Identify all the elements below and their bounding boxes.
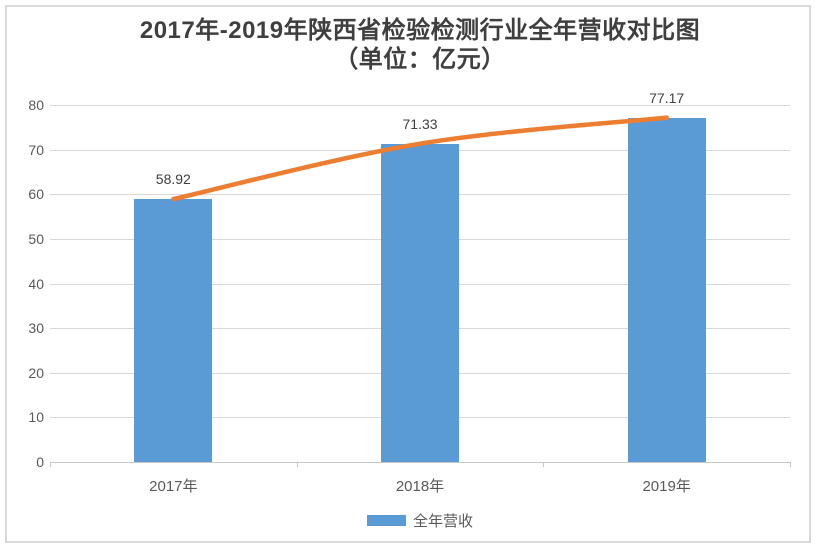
bar <box>381 143 459 462</box>
chart-title: 2017年-2019年陕西省检验检测行业全年营收对比图 <box>139 17 701 44</box>
y-axis-label: 30 <box>28 320 44 337</box>
y-axis-label: 0 <box>36 454 44 470</box>
x-axis-line <box>50 462 790 463</box>
legend: 全年营收 <box>50 511 790 530</box>
x-axis-label: 2018年 <box>395 478 445 495</box>
bar <box>134 199 213 462</box>
axis-tick <box>790 462 791 467</box>
legend-label: 全年营收 <box>412 512 473 530</box>
y-axis-label: 20 <box>28 364 44 381</box>
axis-tick <box>50 462 51 467</box>
y-axis-label: 60 <box>28 186 44 203</box>
legend-swatch <box>366 514 406 526</box>
x-axis-label: 2019年 <box>642 478 691 495</box>
y-axis-label: 70 <box>28 141 44 158</box>
bar-data-label: 58.92 <box>155 171 191 188</box>
y-axis-label: 50 <box>28 230 44 247</box>
x-axis-label: 2017年 <box>149 478 198 495</box>
axis-tick <box>296 462 298 467</box>
y-axis-label: 40 <box>28 275 44 292</box>
y-axis-label: 80 <box>28 97 44 113</box>
chart-title-block: 2017年-2019年陕西省检验检测行业全年营收对比图 （单位：亿元） <box>50 16 790 74</box>
bar-data-label: 77.17 <box>649 89 685 106</box>
bar <box>627 117 706 462</box>
gridline <box>50 105 790 106</box>
bar-data-label: 71.33 <box>402 115 438 132</box>
chart-border <box>5 5 811 543</box>
axis-tick <box>543 462 545 467</box>
y-axis-label: 10 <box>28 409 44 426</box>
chart-subtitle: （单位：亿元） <box>334 46 506 73</box>
